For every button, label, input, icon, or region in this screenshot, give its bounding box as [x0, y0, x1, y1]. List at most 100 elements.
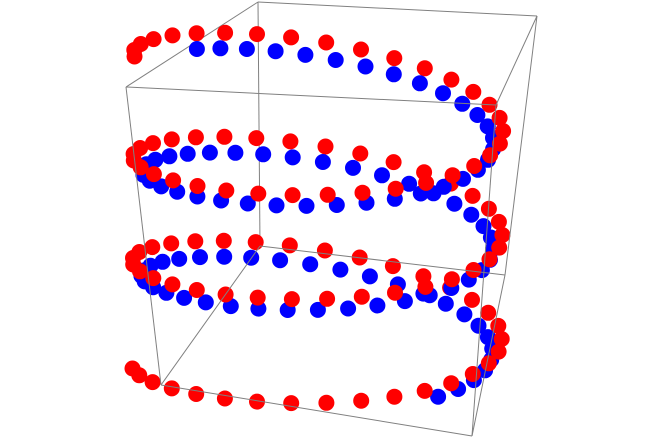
bounding-box-front [125, 15, 538, 437]
box-edge [471, 104, 497, 437]
blue-helix-point [255, 146, 272, 163]
blue-helix-point [268, 197, 285, 214]
blue-helix-point [171, 250, 188, 267]
red-helix-point [132, 159, 149, 176]
red-helix-point [386, 388, 403, 405]
red-helix-point [319, 186, 336, 203]
red-helix-point [466, 158, 483, 174]
red-helix-point [248, 130, 265, 147]
blue-helix-point [430, 388, 447, 405]
red-helix-point [464, 291, 480, 308]
red-helix-point [319, 290, 336, 307]
red-helix-point [189, 178, 206, 194]
blue-helix-point [298, 197, 315, 214]
red-helix-point [145, 135, 161, 152]
blue-helix-point [314, 154, 331, 170]
red-helix-point [317, 138, 334, 155]
red-helix-point [281, 237, 298, 254]
red-helix-point [465, 83, 482, 100]
blue-helix-point [435, 178, 452, 195]
blue-helix-point [361, 268, 378, 285]
red-helix-point [417, 278, 434, 295]
red-helix-point [494, 227, 511, 243]
red-helix-point [480, 304, 497, 321]
red-helix-point [144, 239, 161, 256]
red-helix-point [480, 355, 497, 372]
red-helix-point [464, 187, 481, 204]
blue-helix-point [463, 206, 480, 223]
blue-helix-point [340, 300, 357, 317]
red-helix-point [490, 343, 507, 360]
box-edge [125, 86, 162, 386]
blue-helix-point [374, 167, 390, 184]
box-edge [160, 245, 261, 386]
red-helix-point [163, 235, 180, 252]
red-helix-point [187, 129, 204, 146]
blue-helix-point [267, 43, 284, 60]
data-points [124, 24, 512, 412]
red-helix-point [353, 41, 369, 58]
red-helix-point [218, 182, 235, 199]
box-edge [257, 1, 538, 17]
blue-helix-point [297, 46, 314, 63]
red-helix-point [165, 172, 182, 189]
blue-helix-point [357, 58, 374, 75]
red-helix-point [353, 392, 370, 409]
box-edge [504, 15, 538, 276]
blue-helix-point [385, 66, 402, 83]
box-edge [495, 15, 538, 106]
blue-helix-point [154, 253, 171, 270]
blue-helix-point [192, 249, 208, 266]
blue-helix-point [332, 261, 349, 278]
red-helix-point [187, 233, 204, 250]
box-edge [471, 274, 506, 437]
red-helix-point [163, 131, 180, 148]
red-helix-point [283, 291, 300, 308]
red-helix-point [247, 234, 264, 251]
red-helix-point [464, 366, 481, 382]
blue-helix-point [239, 195, 256, 212]
red-helix-point [131, 367, 148, 384]
blue-helix-point [411, 75, 428, 92]
red-helix-point [145, 31, 162, 48]
blue-helix-point [345, 159, 361, 176]
blue-helix-point [456, 306, 473, 323]
red-helix-point [490, 213, 507, 230]
red-helix-point [145, 166, 162, 183]
red-helix-point [385, 154, 402, 171]
red-helix-point [481, 251, 498, 268]
red-helix-point [164, 27, 181, 44]
blue-helix-point [369, 297, 386, 314]
red-helix-point [443, 71, 460, 88]
box-edge [259, 245, 506, 276]
red-helix-point [132, 263, 148, 280]
red-helix-point [465, 262, 482, 278]
red-helix-point [249, 26, 265, 43]
red-helix-point [164, 276, 181, 293]
blue-helix-point [446, 195, 463, 212]
red-helix-point [384, 258, 401, 275]
blue-helix-point [176, 289, 193, 306]
red-helix-point [216, 390, 233, 407]
box-edge [160, 384, 473, 437]
box-edge [257, 1, 261, 247]
red-helix-point [316, 242, 333, 259]
blue-helix-point [197, 294, 214, 311]
red-helix-point [249, 289, 266, 306]
red-helix-point [491, 239, 508, 256]
red-helix-point [250, 185, 267, 202]
blue-helix-point [302, 256, 319, 273]
red-helix-point [443, 271, 460, 288]
red-helix-point [387, 284, 403, 301]
blue-helix-point [437, 295, 454, 312]
blue-helix-point [179, 145, 196, 162]
blue-helix-point [238, 41, 255, 57]
red-helix-point [318, 394, 335, 411]
red-helix-point [418, 174, 435, 191]
red-helix-point [283, 29, 300, 46]
blue-helix-point [469, 107, 486, 123]
red-helix-point [144, 374, 161, 391]
blue-helix-point [188, 41, 205, 57]
red-helix-point [444, 167, 461, 184]
